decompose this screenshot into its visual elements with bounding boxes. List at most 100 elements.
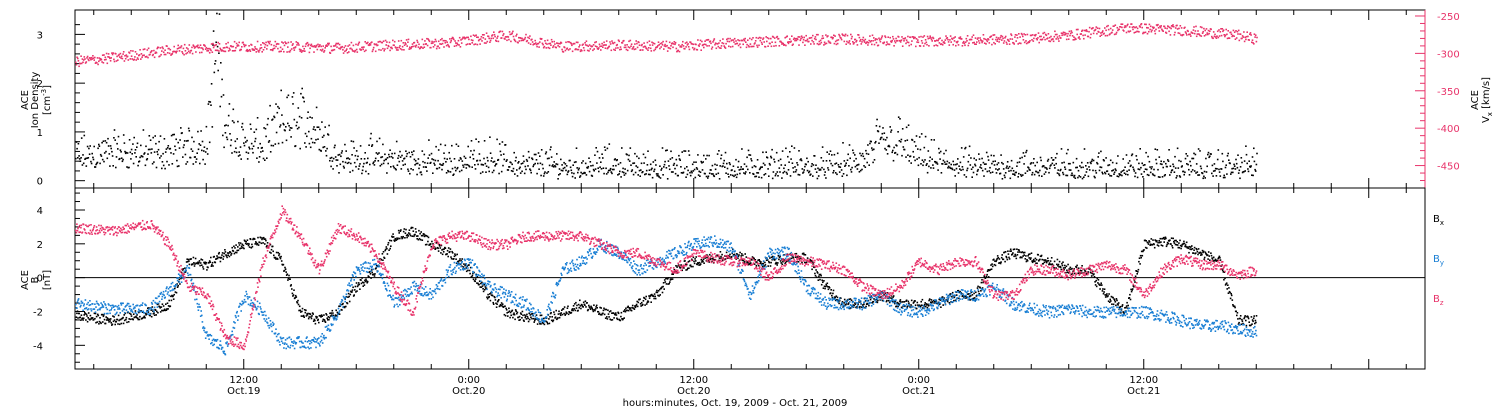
data-point: [81, 164, 84, 166]
data-point: [495, 163, 498, 165]
data-point: [714, 168, 717, 171]
data-point: [993, 34, 996, 36]
data-point: [218, 43, 221, 45]
data-point: [560, 42, 563, 44]
data-point: [802, 38, 805, 41]
data-point: [816, 42, 819, 45]
data-point: [731, 174, 734, 177]
data-point: [373, 273, 375, 276]
data-point: [274, 143, 277, 145]
data-point: [280, 260, 283, 262]
data-point: [147, 307, 149, 309]
data-point: [569, 159, 571, 162]
data-point: [771, 255, 774, 258]
data-point: [1234, 38, 1237, 40]
data-point: [1237, 172, 1240, 174]
data-point: [867, 42, 870, 44]
data-point: [273, 47, 276, 50]
data-point: [732, 39, 735, 41]
data-point: [547, 46, 550, 49]
data-point: [449, 157, 451, 160]
data-point: [1082, 166, 1084, 169]
data-point: [234, 247, 236, 249]
data-point: [384, 249, 386, 252]
data-point: [632, 47, 634, 49]
data-point: [688, 154, 691, 156]
data-point: [552, 164, 554, 166]
data-point: [187, 127, 190, 130]
data-point: [1043, 31, 1046, 34]
data-point: [346, 162, 349, 165]
data-point: [494, 299, 497, 301]
data-point: [322, 146, 324, 149]
data-point: [594, 309, 596, 312]
data-point: [1156, 149, 1159, 151]
data-point: [1100, 34, 1103, 36]
data-point: [622, 167, 624, 170]
data-point: [962, 156, 965, 158]
data-point: [522, 39, 525, 42]
data-point: [777, 255, 780, 257]
data-point: [328, 316, 331, 319]
data-point: [671, 273, 673, 275]
data-point: [792, 171, 795, 173]
data-point: [359, 145, 362, 147]
data-point: [738, 169, 741, 171]
data-point: [455, 169, 457, 172]
data-point: [101, 313, 103, 316]
data-point: [948, 44, 951, 46]
data-point: [178, 47, 180, 49]
data-point: [773, 258, 775, 260]
data-point: [1088, 26, 1091, 29]
data-point: [1085, 30, 1087, 32]
data-point: [930, 139, 933, 141]
data-point: [1201, 26, 1203, 29]
data-point: [782, 259, 785, 261]
data-point: [708, 172, 711, 175]
data-point: [493, 160, 496, 163]
data-point: [745, 46, 748, 49]
data-point: [1219, 175, 1222, 177]
data-point: [385, 158, 387, 161]
data-point: [779, 260, 782, 262]
data-point: [122, 53, 124, 55]
data-point: [712, 258, 714, 261]
data-point: [1008, 40, 1010, 42]
data-point: [561, 309, 563, 311]
data-point: [838, 35, 841, 37]
data-point: [1103, 32, 1105, 35]
data-point: [682, 171, 685, 174]
data-point: [404, 232, 407, 234]
data-point: [521, 310, 524, 313]
data-point: [792, 38, 795, 41]
data-point: [572, 305, 575, 307]
data-point: [749, 154, 752, 156]
data-point: [556, 163, 559, 166]
data-point: [514, 309, 517, 311]
data-point: [812, 164, 815, 166]
data-point: [493, 33, 496, 36]
data-point: [840, 37, 842, 39]
data-point: [725, 42, 727, 45]
data-point: [1186, 163, 1188, 165]
data-point: [1086, 30, 1088, 33]
data-point: [580, 307, 582, 310]
data-point: [1065, 152, 1068, 155]
data-point: [531, 157, 533, 159]
data-point: [103, 152, 106, 154]
data-point: [606, 147, 609, 150]
data-point: [193, 265, 196, 267]
data-point: [676, 164, 678, 167]
data-point: [1193, 170, 1196, 172]
data-point: [573, 161, 576, 164]
data-point: [155, 314, 157, 316]
data-point: [1125, 31, 1128, 34]
data-point: [976, 38, 979, 40]
data-point: [462, 166, 465, 168]
data-point: [602, 309, 605, 312]
data-point: [182, 146, 185, 149]
data-point: [559, 314, 562, 317]
data-point: [221, 254, 223, 256]
data-point: [642, 46, 645, 48]
data-point: [309, 146, 312, 149]
